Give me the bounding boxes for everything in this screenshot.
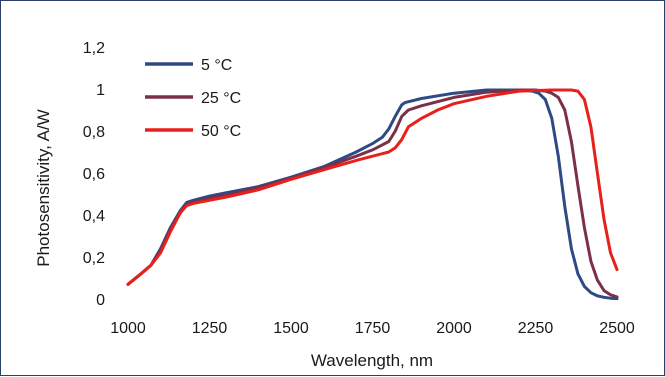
series-line (126, 88, 619, 286)
y-tick-label: 1,2 (83, 40, 105, 57)
y-axis-ticks: 0 0,2 0,4 0,6 0,8 1 1,2 (83, 40, 105, 309)
legend-label: 50 °C (201, 123, 241, 140)
y-tick-label: 1 (96, 82, 105, 99)
x-tick-label: 2500 (599, 320, 635, 337)
series-line (126, 88, 619, 299)
x-axis-ticks: 1000 1250 1500 1750 2000 2250 2500 (110, 320, 635, 337)
x-tick-label: 1000 (110, 320, 146, 337)
legend: 5 °C 25 °C 50 °C (145, 57, 241, 140)
y-tick-label: 0,2 (83, 250, 105, 267)
x-tick-label: 2000 (436, 320, 472, 337)
y-tick-label: 0 (96, 292, 105, 309)
series-layer (126, 88, 619, 301)
y-tick-label: 0,6 (83, 166, 105, 183)
x-tick-label: 1250 (192, 320, 228, 337)
y-tick-label: 0,4 (83, 208, 105, 225)
x-axis-title: Wavelength, nm (311, 351, 433, 370)
series-line (126, 88, 619, 301)
x-tick-label: 1500 (273, 320, 309, 337)
x-tick-label: 1750 (355, 320, 391, 337)
y-axis-title: Photosensitivity, A/W (34, 109, 53, 266)
legend-label: 5 °C (201, 57, 232, 74)
x-tick-label: 2250 (518, 320, 554, 337)
y-tick-label: 0,8 (83, 124, 105, 141)
legend-label: 25 °C (201, 90, 241, 107)
